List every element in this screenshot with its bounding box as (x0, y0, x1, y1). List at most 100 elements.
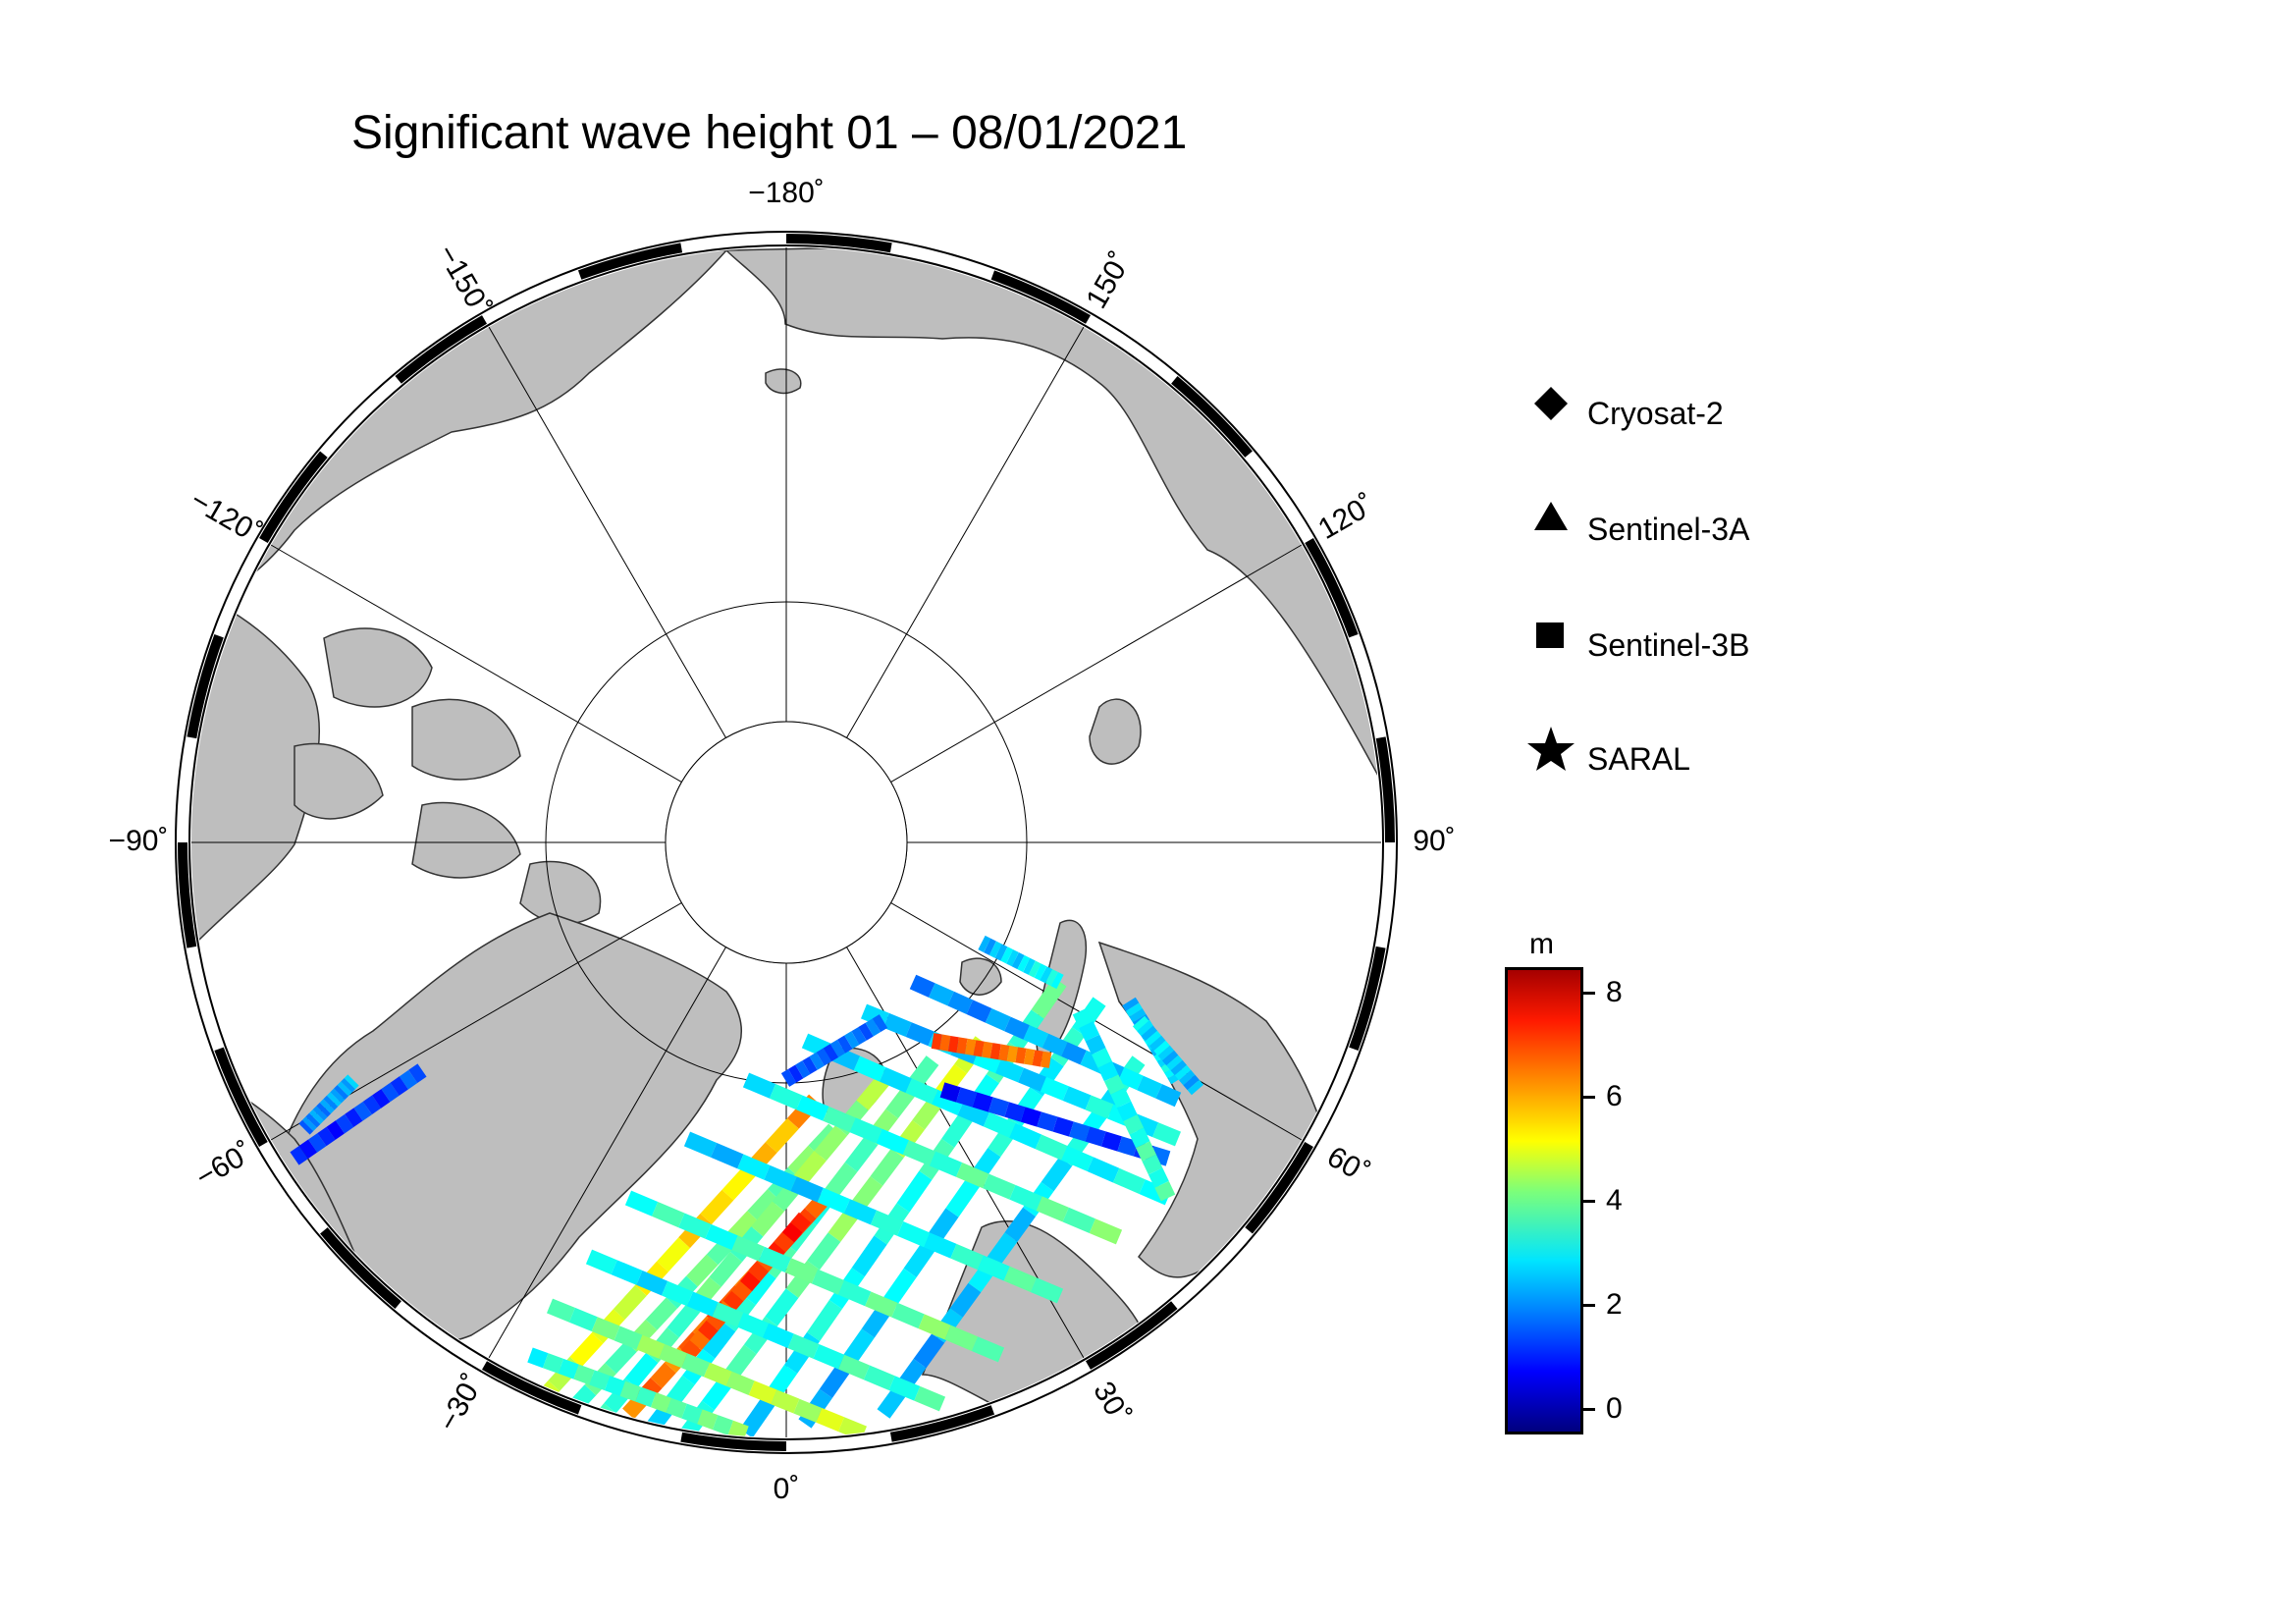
star-icon (1527, 727, 1575, 771)
track-segment (851, 1235, 887, 1277)
track-segment (657, 1237, 691, 1272)
legend-label: Cryosat-2 (1587, 396, 1724, 431)
track-segment (702, 1322, 736, 1359)
track-segment (573, 1364, 595, 1385)
track-segment (844, 1135, 879, 1172)
track-segment (1129, 1008, 1147, 1023)
track-segment (809, 1052, 825, 1070)
legend-item-saral: SARAL (1526, 730, 1850, 788)
track-segment (966, 1000, 992, 1023)
track-segment (666, 1397, 687, 1419)
track-segment (645, 1297, 678, 1330)
track-segment (793, 1150, 827, 1187)
track-segment (882, 1268, 917, 1308)
track-segment (316, 1102, 332, 1117)
colorbar-tick-label: 6 (1606, 1080, 1623, 1113)
frame-segment (178, 842, 197, 948)
track-segment (747, 1188, 779, 1222)
track-segment (790, 1176, 824, 1203)
track-segment (858, 1022, 874, 1041)
frame-ticks (178, 234, 1395, 1451)
track-segment (988, 1097, 1010, 1117)
track-segment (1024, 1048, 1036, 1065)
track-segment (918, 1314, 951, 1340)
track-segment (1174, 1064, 1192, 1081)
track-segment (1050, 971, 1064, 990)
track-segment (1103, 1074, 1125, 1095)
colorbar-unit: m (1529, 928, 1554, 960)
track-segment (1009, 1123, 1042, 1150)
track-segment (1092, 1048, 1112, 1068)
track-segment (939, 1082, 961, 1103)
track-segment (1087, 1157, 1120, 1183)
track-segment (298, 1119, 314, 1135)
frame-segment (1349, 946, 1386, 1052)
track-segment (636, 1334, 666, 1359)
track-segment (1110, 1087, 1132, 1109)
track-segment (1037, 1111, 1058, 1132)
track-segment (929, 983, 954, 1006)
track-segment (849, 1117, 882, 1144)
frame-segment (786, 234, 892, 253)
track-segment (1036, 1196, 1069, 1222)
track-segment (686, 1254, 719, 1287)
track-segment (739, 1271, 761, 1292)
track-segment (700, 1189, 734, 1224)
track-segment (301, 1116, 317, 1132)
track-segment (727, 1420, 749, 1437)
legend-symbols (1527, 387, 1575, 771)
track-segment (527, 1347, 549, 1369)
track-segment (1129, 1127, 1150, 1149)
track-segment (765, 1117, 799, 1153)
frame-segment (990, 270, 1091, 324)
track-segment (947, 1036, 959, 1054)
track-segment (838, 1354, 870, 1380)
track-segment (896, 1221, 931, 1248)
track-segment (837, 1280, 872, 1307)
track-segment (1161, 1050, 1179, 1066)
track-segment (568, 1307, 598, 1332)
track-segment (650, 1362, 676, 1388)
track-segment (1062, 1207, 1096, 1233)
track-segment (853, 1055, 886, 1082)
frame-segment (1086, 1301, 1178, 1370)
track-segment (1062, 1086, 1092, 1110)
track-segment (876, 1128, 910, 1155)
track-segment (765, 1288, 799, 1326)
track-segment (362, 1095, 382, 1115)
track-segment (1023, 1025, 1049, 1049)
track-segment (558, 1358, 579, 1380)
track-segment (341, 1077, 356, 1093)
track-segment (604, 1376, 626, 1396)
track-segment (896, 1170, 933, 1213)
track-segment (731, 1235, 765, 1262)
track-segment (949, 1282, 982, 1318)
frame-segment (1171, 376, 1253, 458)
track-segment (825, 1162, 858, 1199)
track-segment (399, 1069, 418, 1090)
frame-segment (214, 1047, 268, 1147)
track-segment (872, 1014, 888, 1033)
track-segment (1136, 1141, 1156, 1162)
track-segment (319, 1099, 335, 1114)
track-segment (870, 1210, 904, 1236)
track-segment (312, 1106, 328, 1121)
track-segment (1030, 1277, 1064, 1304)
colorbar-tick (1583, 1303, 1595, 1307)
track-segment (585, 1249, 617, 1275)
track-segment (971, 1336, 1005, 1363)
track-segment (838, 1417, 868, 1437)
track-segment (787, 1333, 820, 1359)
track-segment (816, 1048, 832, 1066)
longitude-label: −30˚ (432, 1369, 490, 1436)
longitude-label: 120˚ (1313, 488, 1381, 546)
track-segment (334, 1085, 348, 1100)
track-segment (994, 944, 1008, 961)
colorbar-tick (1583, 1407, 1595, 1411)
track-segment (721, 1165, 756, 1201)
track-segment (793, 1398, 823, 1423)
legend-item-cryosat: Cryosat-2 (1526, 384, 1850, 443)
track-segment (326, 1092, 342, 1108)
map-title: Significant wave height 01 – 08/01/2021 (351, 107, 1188, 159)
track-segment (624, 1190, 659, 1217)
